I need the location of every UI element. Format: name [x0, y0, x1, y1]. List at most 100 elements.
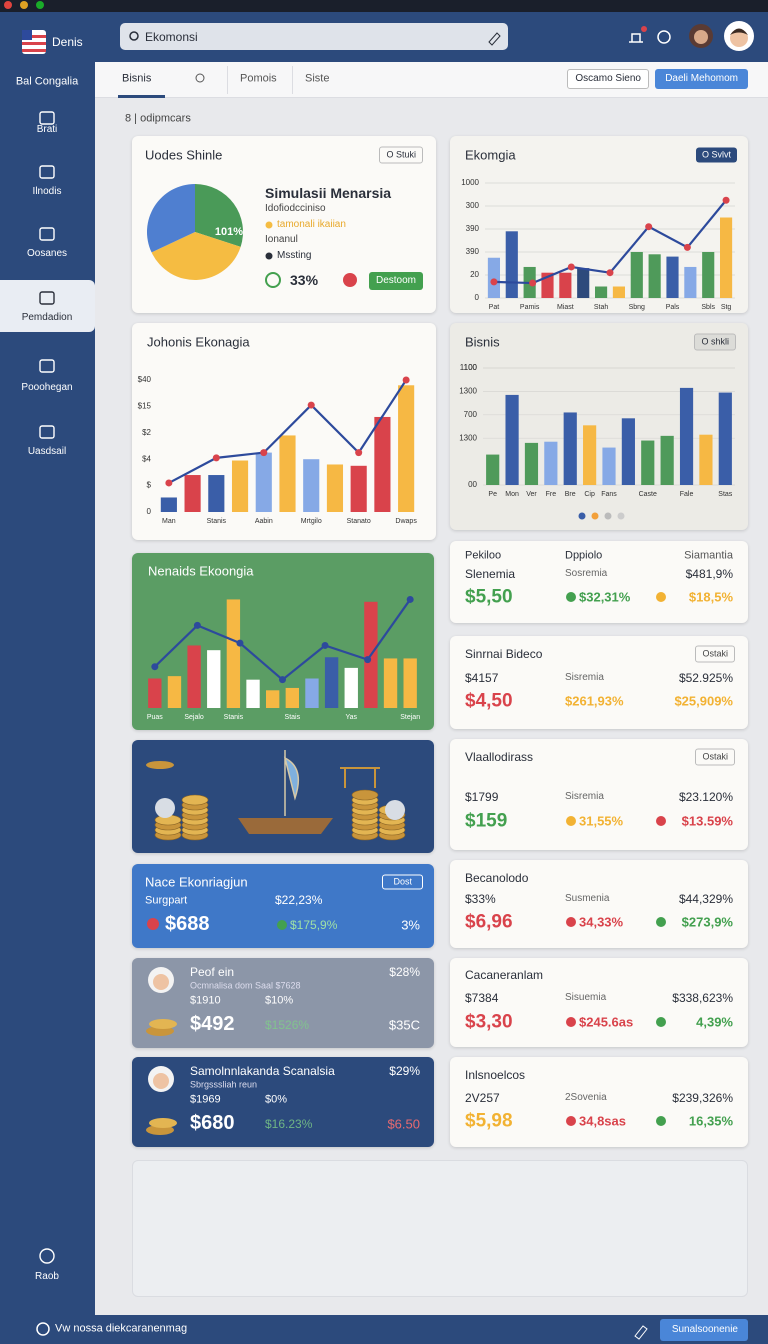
row-value: $25,909% [674, 693, 733, 709]
card-title: Johonis Ekonagia [147, 334, 250, 350]
card-title: Inlsnoelcos [465, 1068, 526, 1082]
card-title: Peof ein [190, 965, 235, 979]
tab-underline [118, 95, 165, 98]
column-header: Dppiolo [565, 549, 603, 562]
row-value: $23.120% [678, 790, 733, 804]
button[interactable]: O Svlvt [695, 147, 737, 163]
sidebar-subtitle: Bal Congalia [15, 75, 79, 88]
row-value: $4157 [465, 671, 499, 685]
sidebar-item[interactable]: Oosanes [26, 248, 68, 259]
breadcrumb: 8 | odipmcars [125, 112, 191, 125]
change: $175,9% [290, 918, 338, 932]
row-value: $33% [465, 892, 496, 906]
row-value: $4,50 [465, 690, 513, 712]
card-title: Becanolodo [465, 871, 529, 885]
search-box[interactable] [120, 23, 508, 50]
row-value: $239,326% [672, 1091, 733, 1105]
right-value: $6.50 [387, 1116, 420, 1132]
small-value: $1910 [190, 994, 221, 1007]
sidebar [0, 62, 95, 1315]
button[interactable]: Ostaki [695, 645, 735, 663]
tab[interactable]: Siste [305, 72, 330, 85]
change: $16.23% [265, 1117, 313, 1131]
row-value: 2V257 [465, 1091, 500, 1105]
brand: Denis [52, 35, 83, 49]
tab[interactable]: Pomois [240, 72, 277, 85]
right-value: $35C [388, 1017, 420, 1033]
change: $1526% [265, 1018, 310, 1032]
promo-card [132, 1057, 434, 1147]
card-line: Idofiodcciniso [265, 203, 326, 214]
button[interactable]: Destoom [368, 272, 423, 290]
value: $680 [190, 1112, 235, 1134]
button[interactable]: Daeli Mehomom [655, 69, 748, 89]
row-value: $5,98 [465, 1110, 513, 1132]
row-value: 34,8sas [579, 1113, 626, 1129]
sidebar-item[interactable]: Pooohegan [21, 382, 73, 393]
status-text: Vw nossa diekcaranenmag [55, 1322, 188, 1335]
tab-divider [227, 66, 228, 94]
small-value: $10% [265, 994, 294, 1007]
row-value: $159 [465, 810, 508, 832]
row-value: Sisremia [565, 791, 604, 802]
column-header: Pekiloo [465, 549, 502, 562]
card-subtitle: Sbrgsssliah reun [190, 1079, 258, 1090]
row-value: 2Sovenia [565, 1092, 607, 1103]
row-value: $32,31% [579, 589, 631, 605]
row-value: 4,39% [696, 1014, 733, 1030]
card-title: Sinrnai Bideco [465, 647, 543, 661]
row-value: $44,329% [678, 892, 733, 906]
small-value: $0% [265, 1093, 288, 1106]
row-value: 16,35% [688, 1113, 733, 1129]
sidebar-footer[interactable]: Raob [35, 1271, 59, 1282]
stat-card [450, 636, 748, 729]
card-title: Ekomgia [465, 147, 516, 163]
row-value: Sisuemia [565, 992, 607, 1003]
chart-card [132, 553, 434, 730]
card-subtitle: Ocmnalisa dom Saal $7628 [190, 980, 301, 991]
top-value: $28% [389, 965, 420, 979]
sidebar-item-active[interactable] [0, 280, 95, 332]
button[interactable]: Dost [382, 874, 423, 890]
card-title: Cacaneranlam [465, 968, 544, 982]
illustration-card [132, 740, 434, 853]
button[interactable]: Ostaki [695, 748, 735, 766]
sidebar-item[interactable]: Ilnodis [32, 186, 62, 197]
row-value: Sisremia [565, 672, 604, 683]
row-value: $245.6as [579, 1014, 634, 1030]
top-value: $22,23% [275, 893, 323, 907]
card-title: Bisnis [465, 334, 500, 350]
button[interactable]: Oscamo Sieno [567, 69, 649, 89]
sidebar-item[interactable]: Pemdadion [21, 312, 73, 323]
stat-card [450, 541, 748, 623]
card-label: Surgpart [145, 894, 188, 907]
row-value: $7384 [465, 991, 499, 1005]
top-value: $29% [389, 1064, 420, 1078]
chart-card [450, 136, 748, 313]
card-line: tamonali ikaiian [277, 219, 346, 230]
chart-card [132, 323, 436, 540]
card-title: Vlaallodirass [465, 750, 534, 764]
button[interactable]: O shkli [694, 333, 736, 351]
stat-card [450, 1057, 748, 1147]
tab-divider [292, 66, 293, 94]
value: $688 [165, 913, 210, 935]
row-value: $261,93% [565, 693, 624, 709]
row-value: Susmenia [565, 893, 610, 904]
value: $492 [190, 1013, 235, 1035]
empty-panel [132, 1160, 748, 1297]
row-value: $3,30 [465, 1011, 513, 1033]
small-value: $1969 [190, 1093, 221, 1106]
card-title: Samolnnlakanda Scanalsia [190, 1064, 335, 1078]
button[interactable]: Sunalsoonenie [659, 1319, 748, 1341]
button[interactable]: O Stuki [379, 146, 423, 164]
tab[interactable]: Bisnis [122, 72, 152, 85]
card-title: Nace Ekonriagjun [145, 874, 248, 890]
sidebar-item[interactable]: Brati [36, 124, 58, 135]
sidebar-item[interactable]: Uasdsail [27, 446, 67, 457]
right-value: 3% [401, 917, 420, 933]
stat-card [450, 739, 748, 850]
card-title: Uodes Shinle [145, 147, 223, 163]
title-bar [0, 0, 768, 12]
